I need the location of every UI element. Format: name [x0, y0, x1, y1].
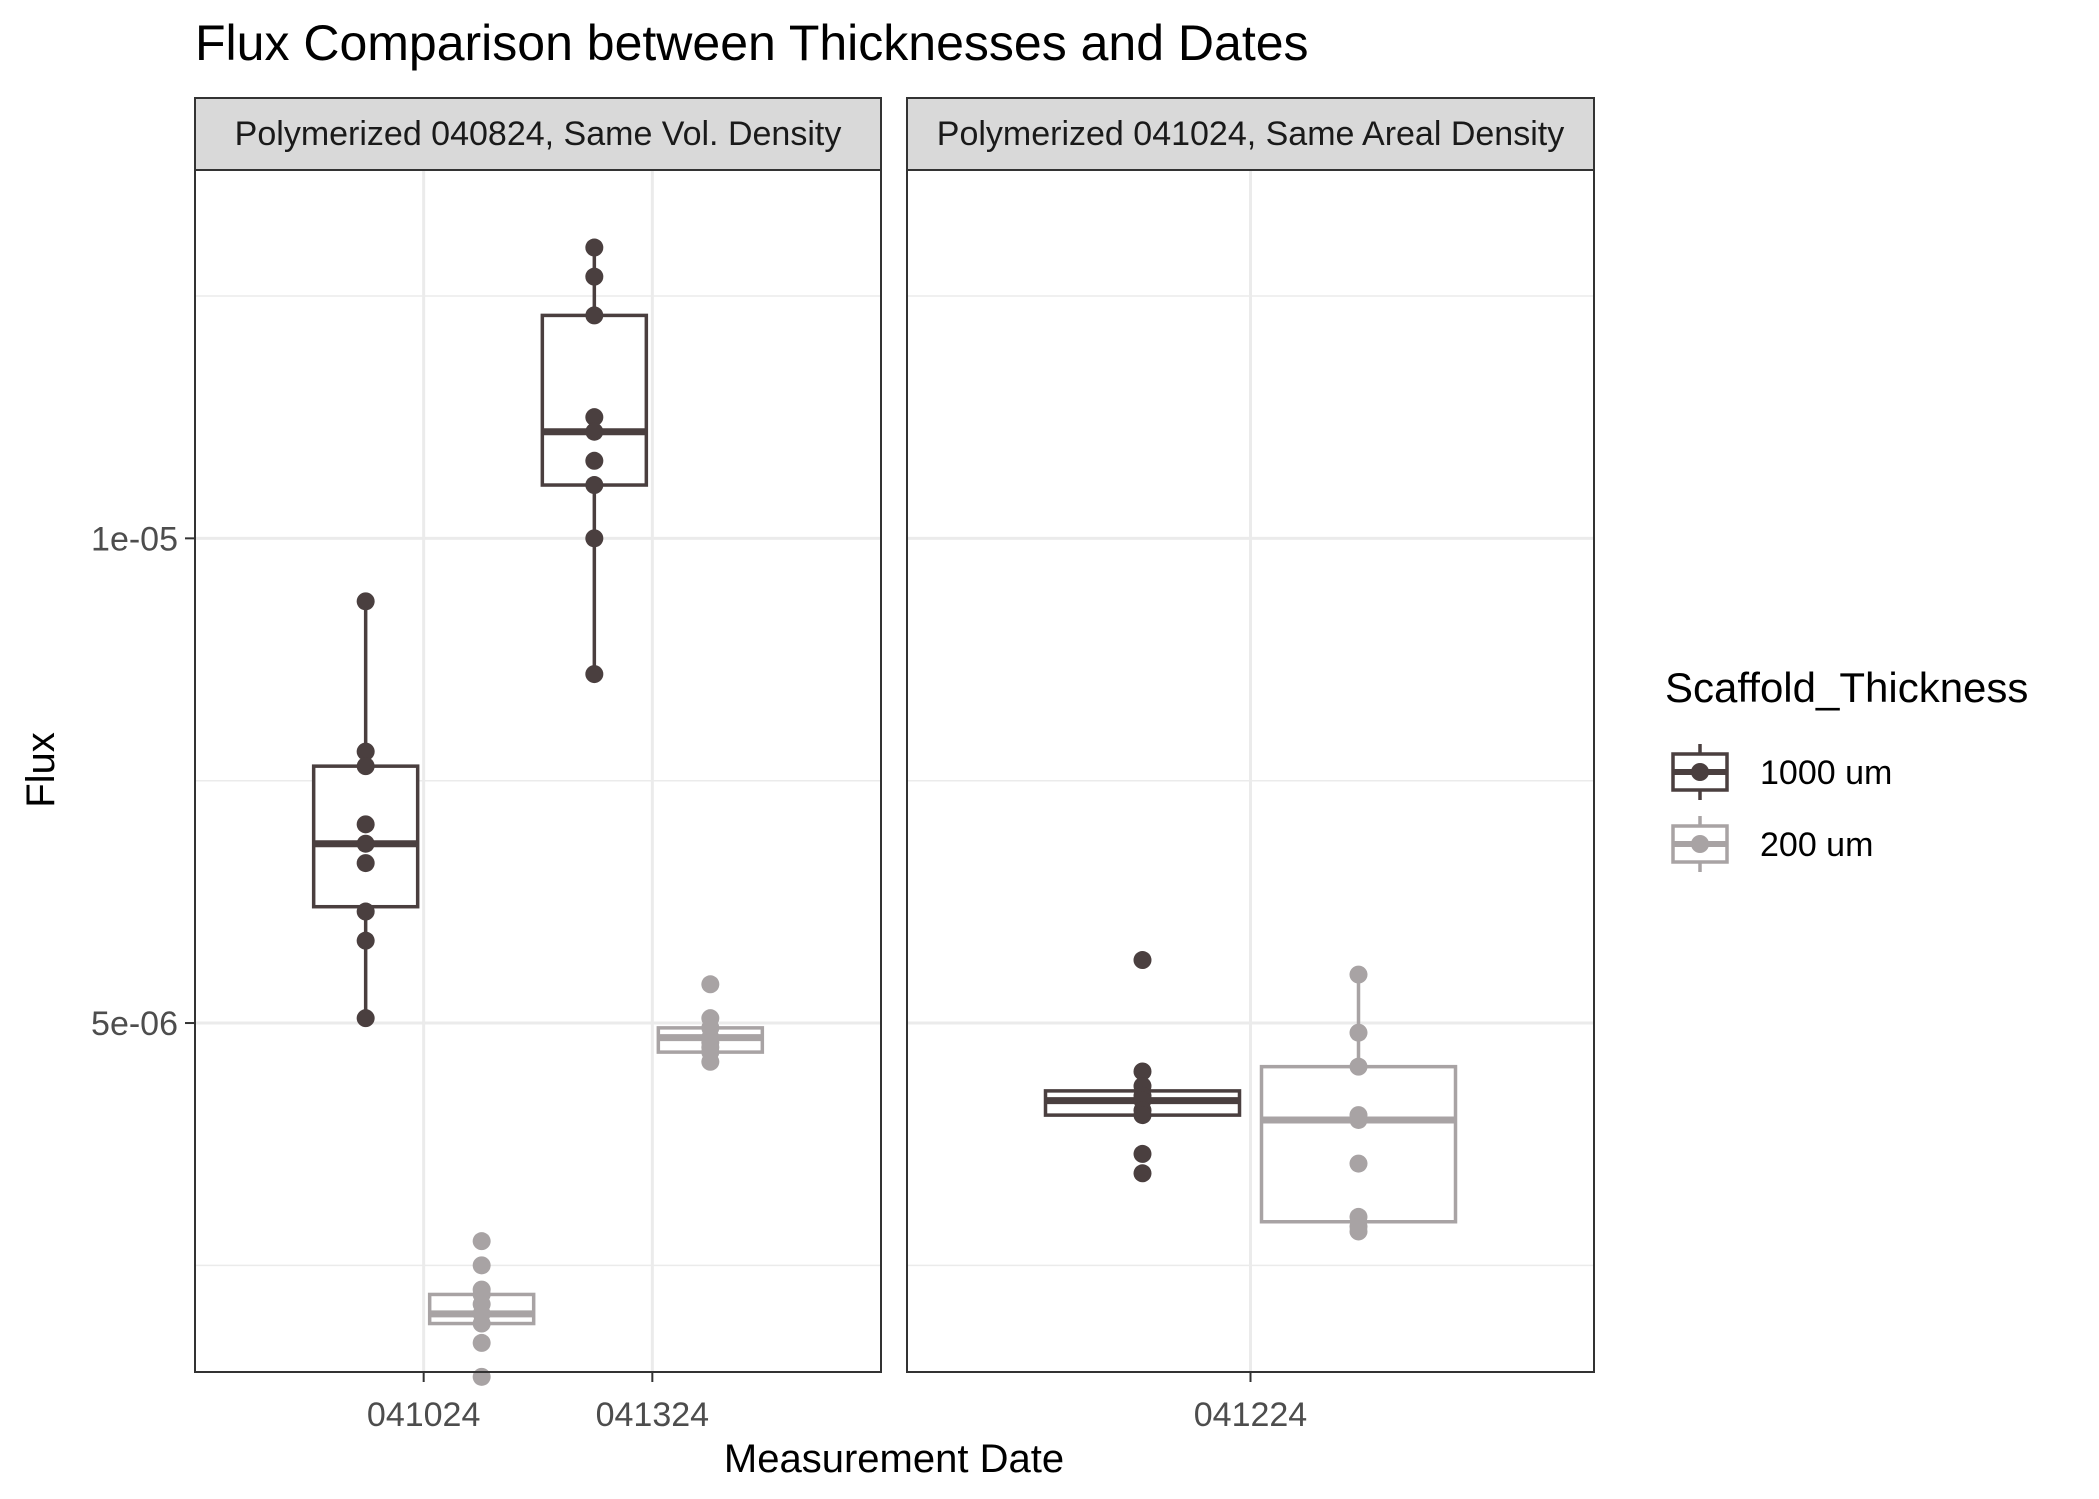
data-point — [585, 267, 604, 286]
data-point — [585, 408, 604, 427]
data-point — [585, 476, 604, 495]
x-axis-title: Measurement Date — [724, 1437, 1064, 1481]
facet-strip — [906, 97, 1595, 171]
facet-strip-label: Polymerized 041024, Same Areal Density — [937, 115, 1564, 153]
data-point — [585, 306, 604, 325]
y-axis-title: Flux — [19, 732, 63, 808]
facet-panel: Polymerized 040824, Same Vol. Density — [194, 97, 882, 1386]
y-tick-label: 1e-05 — [91, 520, 178, 558]
facet-strip — [194, 97, 882, 171]
data-point — [356, 834, 375, 853]
legend-label: 1000 um — [1760, 754, 1892, 792]
data-point — [585, 529, 604, 548]
data-point — [1133, 1144, 1152, 1163]
panel-background — [195, 170, 881, 1372]
legend-title: Scaffold_Thickness — [1665, 664, 2028, 711]
legend-key-point — [1691, 763, 1709, 781]
facet-panel: Polymerized 041024, Same Areal Density — [906, 97, 1595, 1373]
data-point — [585, 451, 604, 470]
data-point — [472, 1232, 491, 1251]
data-point — [356, 742, 375, 761]
box-group — [656, 975, 765, 1071]
data-point — [1349, 1110, 1368, 1129]
legend-entry: 1000 um — [1671, 744, 1892, 800]
data-point — [356, 931, 375, 950]
y-tick-label: 5e-06 — [91, 1005, 178, 1043]
x-axis: 041024 041324 041224 — [367, 1372, 1307, 1434]
data-point — [472, 1314, 491, 1333]
data-point — [1349, 1154, 1368, 1173]
data-point — [472, 1333, 491, 1352]
data-point — [1133, 1062, 1152, 1081]
legend-entry: 200 um — [1671, 816, 1873, 872]
facet-panels: 041024 041324 041224 Polymerized 040824, Sa… — [194, 97, 1595, 1434]
chart-title: Flux Comparison between Thicknesses and … — [195, 15, 1309, 71]
data-point — [1349, 1057, 1368, 1076]
data-point — [585, 665, 604, 684]
box-group — [540, 238, 649, 684]
data-point — [1349, 965, 1368, 984]
x-tick-label: 041324 — [596, 1396, 709, 1434]
box-group — [1043, 951, 1242, 1183]
data-point — [472, 1256, 491, 1275]
data-point — [356, 902, 375, 921]
data-point — [1133, 951, 1152, 970]
data-point — [585, 238, 604, 257]
data-point — [701, 975, 720, 994]
box-group — [1259, 965, 1458, 1241]
data-point — [1349, 1222, 1368, 1241]
facet-strip-label: Polymerized 040824, Same Vol. Density — [235, 115, 842, 153]
data-point — [356, 854, 375, 873]
data-point — [1133, 1106, 1152, 1125]
data-point — [701, 1052, 720, 1071]
data-point — [356, 592, 375, 611]
data-point — [356, 1009, 375, 1028]
box-group — [311, 592, 420, 1028]
data-point — [472, 1367, 491, 1386]
box — [1259, 1064, 1458, 1224]
data-point — [585, 422, 604, 441]
y-axis: 5e-06 1e-05 — [91, 520, 195, 1043]
x-tick-label: 041224 — [1194, 1396, 1307, 1434]
data-point — [356, 815, 375, 834]
x-tick-label: 041024 — [367, 1396, 480, 1434]
data-point — [1133, 1164, 1152, 1183]
data-point — [356, 757, 375, 776]
legend-key-point — [1691, 835, 1709, 853]
legend-label: 200 um — [1760, 826, 1873, 864]
box-group — [427, 1232, 536, 1386]
data-point — [1349, 1023, 1368, 1042]
legend: Scaffold_Thickness 1000 um 200 um — [1665, 664, 2028, 872]
